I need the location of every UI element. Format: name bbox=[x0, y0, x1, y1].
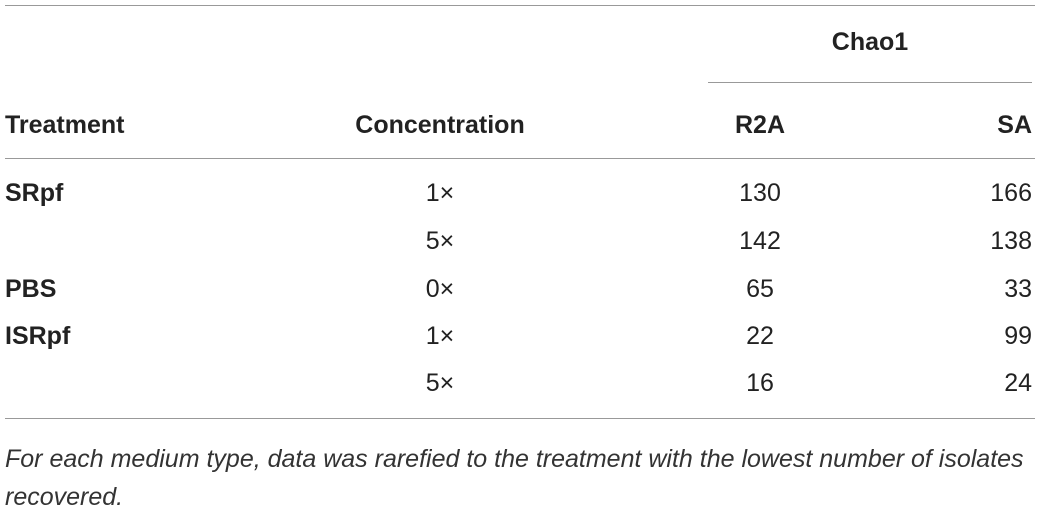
concentration-cell: 5× bbox=[425, 227, 455, 255]
sa-cell: 99 bbox=[1004, 322, 1032, 350]
concentration-cell: 1× bbox=[425, 322, 455, 350]
concentration-cell: 5× bbox=[425, 369, 455, 397]
group-header: Chao1 bbox=[831, 28, 909, 56]
r2a-cell: 16 bbox=[746, 369, 774, 397]
column-header: SA bbox=[997, 111, 1032, 139]
concentration-cell: 0× bbox=[425, 275, 455, 303]
concentration-cell: 1× bbox=[425, 179, 455, 207]
r2a-cell: 142 bbox=[739, 227, 781, 255]
r2a-cell: 65 bbox=[746, 275, 774, 303]
footnote: For each medium type, data was rarefied … bbox=[5, 445, 1024, 511]
treatment-cell: PBS bbox=[5, 275, 57, 303]
column-header: R2A bbox=[734, 111, 786, 139]
treatment-cell: ISRpf bbox=[5, 322, 71, 350]
top-rule bbox=[5, 5, 1035, 6]
sa-cell: 166 bbox=[990, 179, 1032, 207]
group-rule bbox=[708, 82, 1032, 83]
sa-cell: 138 bbox=[990, 227, 1032, 255]
column-header: Concentration bbox=[355, 111, 525, 139]
r2a-cell: 130 bbox=[739, 179, 781, 207]
column-header: Treatment bbox=[5, 111, 125, 139]
r2a-cell: 22 bbox=[746, 322, 774, 350]
sa-cell: 24 bbox=[1004, 369, 1032, 397]
sa-cell: 33 bbox=[1004, 275, 1032, 303]
page: {"table": { "group_header": "Chao1", "he… bbox=[5, 5, 1035, 511]
bottom-rule bbox=[5, 418, 1035, 419]
header-rule bbox=[5, 158, 1035, 159]
treatment-cell: SRpf bbox=[5, 179, 64, 207]
